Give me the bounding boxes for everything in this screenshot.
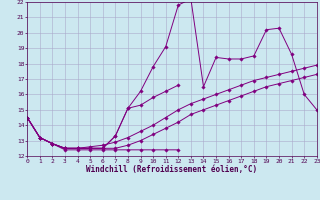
X-axis label: Windchill (Refroidissement éolien,°C): Windchill (Refroidissement éolien,°C) <box>86 165 258 174</box>
